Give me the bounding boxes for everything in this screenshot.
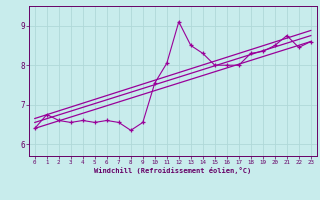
X-axis label: Windchill (Refroidissement éolien,°C): Windchill (Refroidissement éolien,°C)	[94, 167, 252, 174]
